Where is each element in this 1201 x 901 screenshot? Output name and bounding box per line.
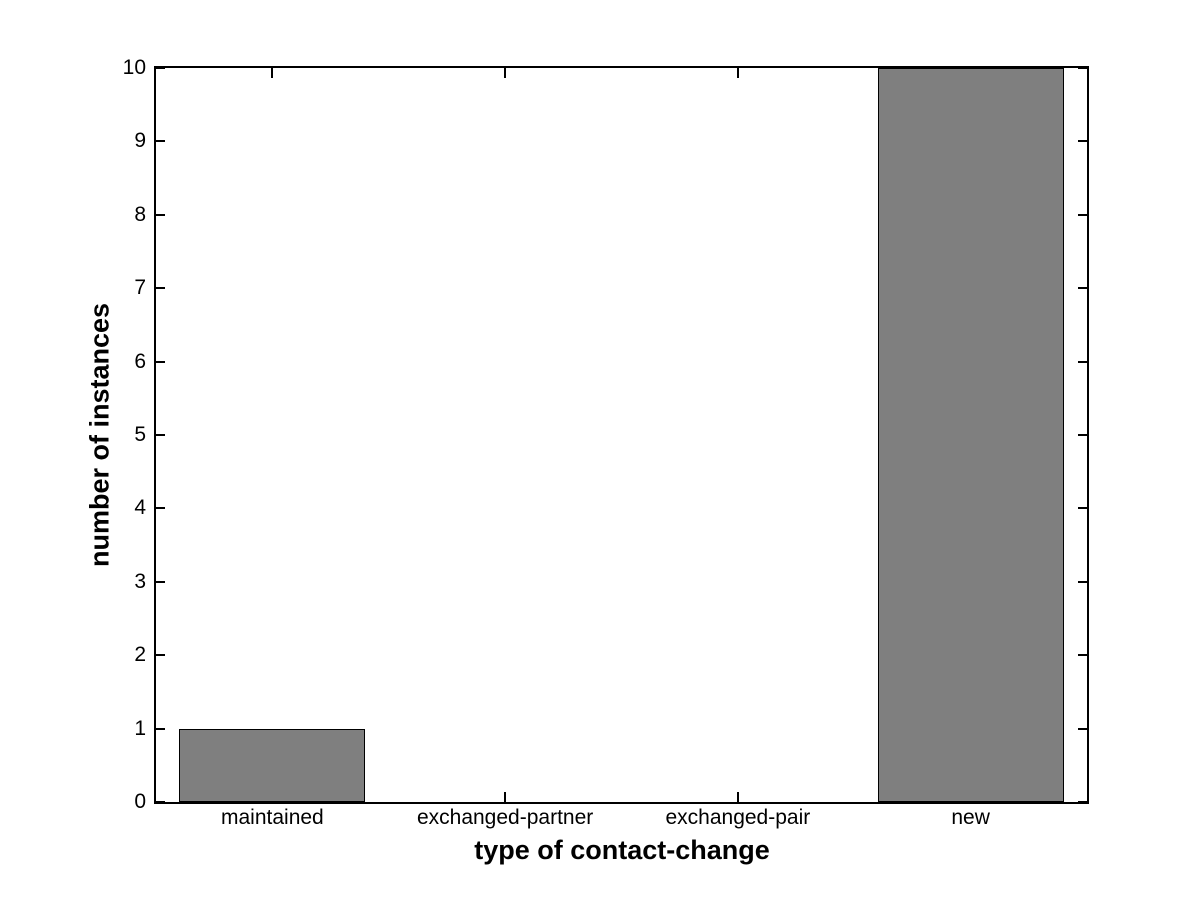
y-tick-right [1078, 140, 1087, 143]
y-tick-left [156, 801, 165, 802]
y-tick-label: 1 [134, 716, 146, 740]
y-tick-label: 0 [134, 790, 146, 813]
x-tick-top [504, 68, 507, 78]
y-tick-left [156, 654, 165, 657]
y-tick-left [156, 727, 165, 730]
x-tick-bottom [504, 792, 507, 802]
y-tick-right [1078, 580, 1087, 583]
y-tick-label: 10 [122, 56, 146, 79]
y-tick-right [1078, 654, 1087, 657]
y-tick-right [1078, 434, 1087, 436]
bar-maintained [179, 728, 366, 802]
y-tick-right [1078, 287, 1087, 290]
y-tick-label: 3 [134, 569, 146, 593]
y-tick-left [156, 213, 165, 216]
y-tick-label: 7 [134, 276, 146, 300]
y-tick-label: 5 [134, 423, 146, 446]
y-tick-right [1078, 360, 1087, 363]
y-tick-left [156, 434, 165, 436]
x-tick-label: new [951, 806, 990, 829]
y-tick-left [156, 360, 165, 363]
x-tick-label: exchanged-partner [416, 806, 594, 829]
y-tick-left [156, 287, 165, 290]
y-tick-right [1078, 213, 1087, 216]
y-tick-label: 2 [134, 643, 146, 667]
y-tick-right [1078, 727, 1087, 730]
y-tick-label: 9 [134, 129, 146, 153]
y-tick-left [156, 140, 165, 143]
y-tick-left [156, 580, 165, 583]
bar-new [877, 68, 1064, 802]
x-tick-top [271, 68, 274, 78]
y-tick-right [1078, 68, 1087, 69]
x-tick-label: exchanged-pair [665, 806, 811, 829]
x-axis-label: type of contact-change [474, 835, 770, 865]
plot-area [154, 66, 1089, 804]
y-tick-left [156, 68, 165, 69]
y-tick-label: 6 [134, 349, 146, 373]
y-tick-right [1078, 801, 1087, 802]
x-tick-top [736, 68, 739, 78]
y-tick-label: 8 [134, 202, 146, 226]
y-tick-right [1078, 507, 1087, 510]
x-tick-bottom [736, 792, 739, 802]
y-tick-label: 4 [134, 496, 146, 520]
y-tick-left [156, 507, 165, 510]
x-tick-label: maintained [221, 806, 324, 829]
